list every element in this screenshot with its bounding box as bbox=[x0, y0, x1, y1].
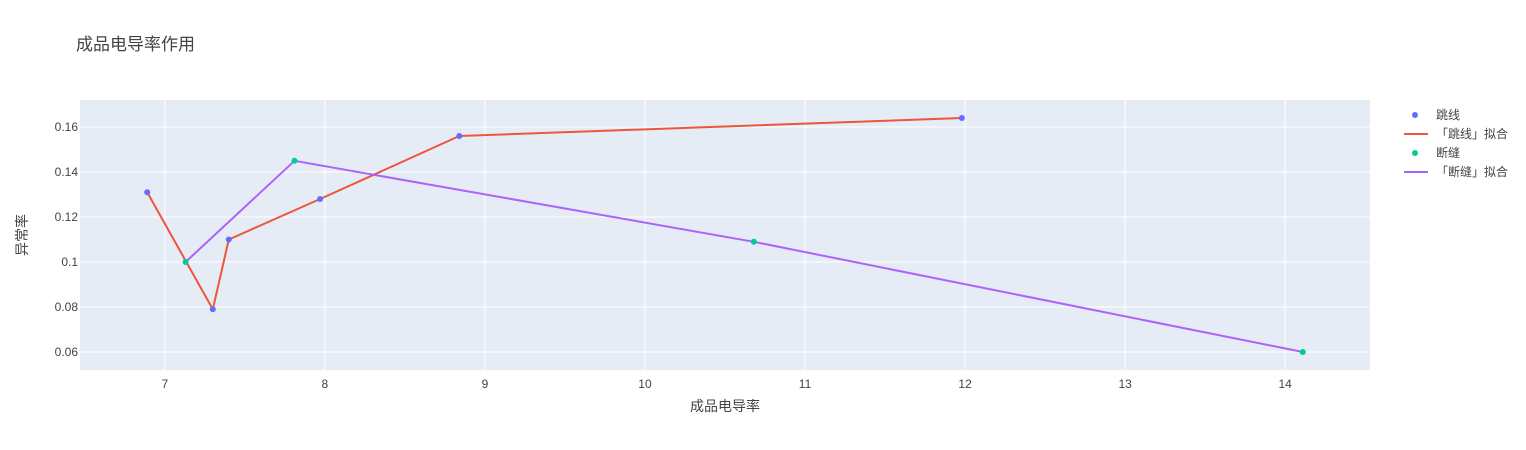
x-tick-label: 9 bbox=[482, 377, 489, 391]
x-tick-label: 13 bbox=[1118, 377, 1132, 391]
x-tick-label: 12 bbox=[958, 377, 972, 391]
x-tick-label: 14 bbox=[1278, 377, 1292, 391]
legend-item[interactable]: 跳线 bbox=[1412, 108, 1460, 122]
legend-item[interactable]: 「断缝」拟合 bbox=[1404, 164, 1508, 179]
legend-label: 断缝 bbox=[1436, 145, 1460, 160]
legend-label: 「跳线」拟合 bbox=[1436, 126, 1508, 141]
series-line[interactable] bbox=[184, 159, 1303, 353]
data-point[interactable] bbox=[225, 236, 232, 243]
line-series bbox=[184, 159, 1303, 353]
series-layer bbox=[144, 115, 1306, 355]
x-tick-label: 10 bbox=[638, 377, 652, 391]
data-point[interactable] bbox=[1299, 349, 1306, 355]
legend-marker-symbol bbox=[1412, 112, 1418, 118]
data-point[interactable] bbox=[209, 306, 216, 313]
y-tick-label: 0.14 bbox=[55, 165, 79, 179]
x-tick-label: 8 bbox=[322, 377, 329, 391]
y-tick-label: 0.16 bbox=[55, 120, 79, 134]
data-point[interactable] bbox=[317, 196, 324, 202]
legend-label: 跳线 bbox=[1436, 108, 1460, 122]
plot-area bbox=[80, 100, 1370, 370]
data-point[interactable] bbox=[958, 115, 965, 121]
tick-labels: 7 8 9 10 11 12 13 14 0.06 0.08 0.1 0.12 0.14 0.16 bbox=[55, 120, 1293, 391]
y-tick-label: 0.12 bbox=[55, 210, 79, 224]
data-point[interactable] bbox=[291, 157, 298, 164]
y-tick-label: 0.06 bbox=[55, 345, 79, 359]
legend-label: 「断缝」拟合 bbox=[1436, 164, 1508, 179]
legend-marker-symbol bbox=[1412, 150, 1418, 156]
data-point[interactable] bbox=[182, 259, 189, 265]
chart-title: 成品电导率作用 bbox=[76, 35, 195, 54]
data-point[interactable] bbox=[750, 238, 757, 245]
line-series bbox=[146, 117, 962, 311]
marker-series bbox=[182, 157, 1306, 355]
series-line[interactable] bbox=[146, 117, 962, 311]
x-axis-title: 成品电导率 bbox=[690, 398, 760, 414]
y-tick-label: 0.1 bbox=[61, 255, 78, 269]
y-tick-label: 0.08 bbox=[55, 300, 79, 314]
marker-series bbox=[144, 115, 965, 313]
legend-item[interactable]: 「跳线」拟合 bbox=[1404, 126, 1508, 141]
x-tick-label: 11 bbox=[799, 377, 812, 391]
x-tick-label: 7 bbox=[161, 377, 168, 391]
data-point[interactable] bbox=[456, 133, 463, 139]
legend-item[interactable]: 断缝 bbox=[1412, 145, 1460, 160]
data-point[interactable] bbox=[144, 189, 151, 196]
y-axis-title: 异常率 bbox=[14, 214, 30, 256]
